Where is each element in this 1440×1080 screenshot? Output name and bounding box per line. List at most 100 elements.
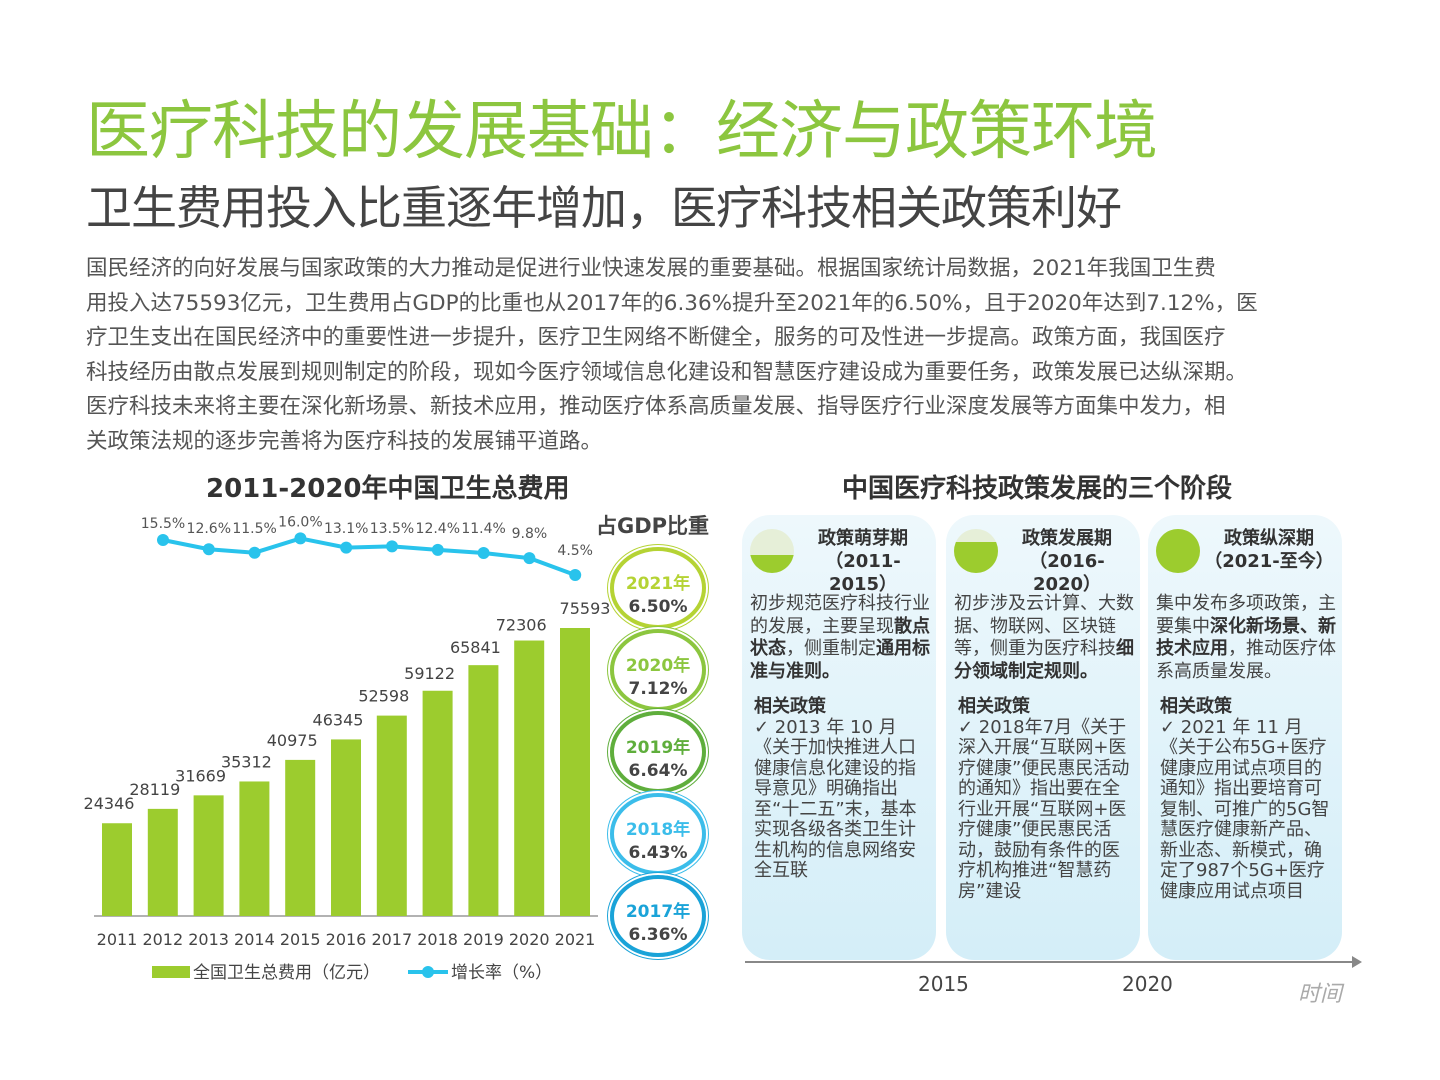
gdp-year: 2020年: [625, 656, 691, 676]
bar-value-label: 31669: [175, 766, 226, 785]
stage-name: 政策纵深期: [1224, 528, 1314, 549]
chart-title: 2011-2020年中国卫生总费用: [206, 474, 570, 504]
body-line: 科技经历由散点发展到规则制定的阶段，现如今医疗领域信息化建设和智慧医疗建设成为重…: [86, 359, 1248, 385]
gdp-value: 6.64%: [628, 761, 688, 781]
bar: [193, 795, 224, 916]
body-line: 医疗科技未来将主要在深化新场景、新技术应用，推动医疗体系高质量发展、指导医疗行业…: [86, 394, 1226, 419]
bar: [514, 640, 545, 916]
stage-level-icon: [1156, 529, 1200, 573]
growth-point: [202, 543, 215, 556]
gdp-year: 2021年: [625, 574, 691, 594]
body-line: 用投入达75593亿元，卫生费用占GDP的比重也从2017年的6.36%提升至2…: [86, 290, 1258, 316]
growth-point: [569, 568, 582, 581]
bar: [147, 808, 178, 916]
policy-title: 中国医疗科技政策发展的三个阶段: [842, 474, 1233, 504]
x-tick-label: 2019: [463, 930, 504, 949]
bar: [102, 823, 132, 916]
stage-name: 政策发展期: [1022, 528, 1112, 549]
desc-highlight: 深化新场景、新技术应用: [1156, 615, 1336, 660]
related-policy-text: ✓ 2018年7月《关于深入开展“互联网+医疗健康”便民惠民活动的通知》指出要在…: [958, 716, 1130, 902]
policy-stage-card: 政策萌芽期 （2011-2015） 初步规范医疗科技行业的发展，主要呈现散点状态，…: [742, 515, 936, 960]
gdp-year: 2019年: [625, 738, 691, 758]
gdp-ratio-circle: 2020年 7.12%: [610, 629, 706, 711]
growth-point: [248, 546, 261, 559]
bar: [331, 739, 361, 916]
timeline-tick: 2015: [918, 972, 969, 996]
page-title: 医疗科技的发展基础：经济与政策环境: [86, 95, 1158, 169]
growth-point: [523, 552, 536, 565]
bar: [560, 628, 590, 916]
growth-label: 4.5%: [557, 543, 593, 559]
related-policy-heading: 相关政策: [754, 696, 826, 717]
stage-level-icon: [954, 529, 998, 573]
gdp-value: 6.50%: [628, 597, 688, 617]
arrow-icon: [1352, 956, 1362, 968]
growth-label: 9.8%: [512, 526, 548, 542]
growth-label: 15.5%: [141, 516, 185, 532]
x-tick-label: 2020: [509, 930, 550, 949]
growth-label: 13.5%: [370, 521, 414, 537]
stage-name: 政策萌芽期: [818, 528, 908, 549]
stage-period: （2016-2020）: [1029, 551, 1105, 595]
growth-point: [294, 532, 307, 545]
gdp-year: 2017年: [625, 902, 691, 922]
page-subtitle: 卫生费用投入比重逐年增加，医疗科技相关政策利好: [86, 181, 1122, 235]
bar-value-label: 35312: [221, 752, 272, 771]
bar-value-label: 65841: [450, 638, 501, 657]
timeline-tick: 2020: [1122, 972, 1173, 996]
legend-bar-swatch: [152, 966, 190, 978]
legend-line-marker: [422, 966, 434, 978]
stage-period: （2011-2015）: [825, 551, 901, 595]
stage-period: （2021-至今）: [1204, 551, 1334, 572]
bar-value-label: 52598: [358, 687, 409, 706]
body-line: 关政策法规的逐步完善将为医疗科技的发展铺平道路。: [86, 428, 603, 454]
gdp-value: 7.12%: [628, 679, 688, 699]
bar-value-label: 28119: [129, 780, 180, 799]
gdp-title: 占GDP比重: [596, 514, 710, 538]
bar-value-label: 75593: [560, 599, 611, 618]
x-tick-label: 2012: [142, 930, 183, 949]
bar: [422, 690, 453, 916]
bar-value-label: 24346: [84, 794, 135, 813]
body-line: 疗卫生支出在国民经济中的重要性进一步提升，医疗卫生网络不断健全，服务的可及性进一…: [86, 325, 1226, 350]
growth-point: [386, 540, 398, 553]
growth-point: [431, 543, 444, 556]
stage-description: 初步涉及云计算、大数据、物联网、区块链等，侧重为医疗科技细分领域制定规则。: [954, 593, 1138, 683]
desc-highlight: 散点状态: [750, 615, 930, 660]
x-tick-label: 2013: [188, 930, 229, 949]
stage-description: 集中发布多项政策，主要集中深化新场景、新技术应用，推动医疗体系高质量发展。: [1156, 593, 1340, 683]
growth-point: [157, 534, 169, 546]
growth-point: [477, 547, 490, 560]
desc-text: 集中发布多项政策，主要集中: [1156, 593, 1336, 637]
desc-text: 初步规范医疗科技行业的发展，主要呈现: [750, 593, 930, 637]
x-tick-label: 2016: [326, 930, 367, 949]
desc-text: ，侧重制定: [786, 638, 876, 659]
gdp-value: 6.36%: [628, 925, 688, 945]
x-tick-label: 2015: [280, 930, 321, 949]
body-line: 国民经济的向好发展与国家政策的大力推动是促进行业快速发展的重要基础。根据国家统计…: [86, 256, 1216, 281]
growth-label: 11.5%: [232, 521, 276, 537]
gdp-value: 6.43%: [628, 843, 688, 863]
related-policy-text: ✓ 2013 年 10 月《关于加快推进人口健康信息化建设的指导意见》明确指出至…: [754, 716, 917, 881]
gdp-ratio-circle: 2021年 6.50%: [610, 547, 706, 629]
desc-highlight: 细分领域制定规则。: [954, 638, 1134, 682]
growth-label: 16.0%: [278, 514, 322, 530]
related-policy-heading: 相关政策: [1160, 696, 1232, 717]
stage-level-icon: [750, 529, 794, 573]
gdp-ratio-circle: 2019年 6.64%: [610, 711, 706, 793]
gdp-ratio-circle: 2018年 6.43%: [610, 793, 706, 875]
bar: [239, 781, 270, 916]
growth-label: 11.4%: [461, 521, 505, 537]
bar: [376, 715, 407, 916]
bar: [468, 665, 499, 916]
desc-text: 初步涉及云计算、大数据、物联网、区块链等，侧重为医疗科技: [954, 593, 1134, 659]
growth-label: 12.4%: [416, 521, 460, 537]
growth-label: 12.6%: [187, 521, 231, 537]
health-expenditure-chart: 24346 2011 28119 2012 31669 2013 35312 2014 4097…: [84, 514, 611, 983]
x-tick-label: 2011: [97, 930, 138, 949]
body-text: 国民经济的向好发展与国家政策的大力推动是促进行业快速发展的重要基础。根据国家统计…: [86, 252, 1386, 459]
bar: [285, 759, 316, 916]
gdp-ratio-circle: 2017年 6.36%: [610, 875, 706, 957]
x-tick-label: 2021: [555, 930, 596, 949]
legend-line-label: 增长率（%）: [451, 963, 552, 983]
